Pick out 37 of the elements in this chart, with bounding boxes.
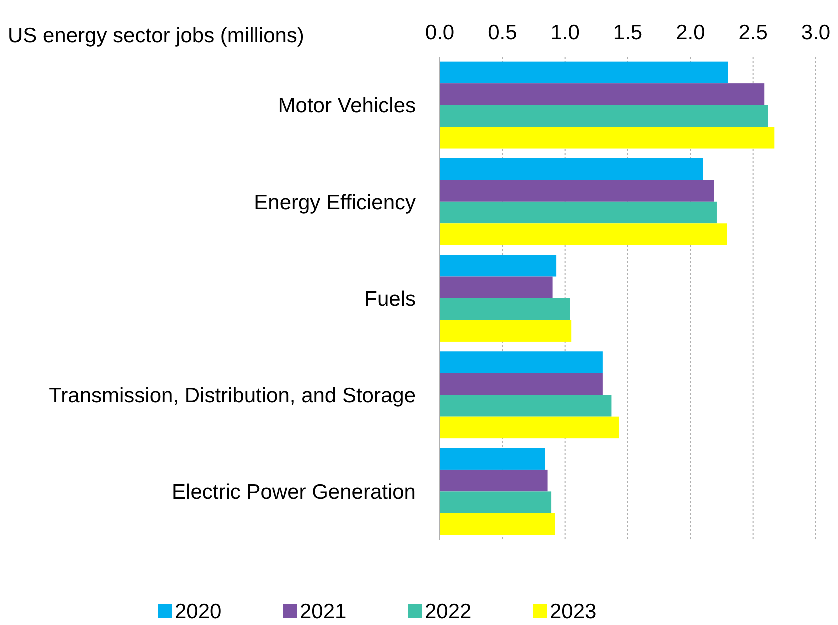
bar xyxy=(440,416,620,439)
bar xyxy=(440,448,546,470)
bar xyxy=(440,373,603,396)
bar xyxy=(440,62,728,84)
bar xyxy=(440,298,570,320)
bar xyxy=(440,395,612,417)
bar xyxy=(440,492,552,514)
bar xyxy=(440,127,775,149)
x-tick-label: 2.0 xyxy=(676,22,706,45)
bar xyxy=(440,513,556,536)
legend-label: 2023 xyxy=(550,600,597,624)
legend-label: 2021 xyxy=(300,600,347,624)
bar xyxy=(440,105,768,128)
x-tick-label: 0.0 xyxy=(425,22,455,45)
bar xyxy=(440,180,714,202)
bar xyxy=(440,224,728,246)
y-tick-label: Electric Power Generation xyxy=(172,481,416,504)
y-tick-label: Fuels xyxy=(364,288,416,311)
legend-label: 2020 xyxy=(175,600,222,624)
bar xyxy=(440,470,548,492)
bar xyxy=(440,276,553,298)
x-tick-label: 1.5 xyxy=(613,22,643,45)
y-tick-label: Motor Vehicles xyxy=(278,94,416,118)
bar xyxy=(440,255,557,277)
x-tick-label: 0.5 xyxy=(488,22,518,45)
x-tick-label: 3.0 xyxy=(801,22,831,45)
y-tick-label: Energy Efficiency xyxy=(254,191,416,214)
bar xyxy=(440,158,704,180)
bar xyxy=(440,202,717,224)
bar xyxy=(440,352,603,374)
y-tick-label: Transmission, Distribution, and Storage xyxy=(49,384,416,408)
x-tick-label: 2.5 xyxy=(738,22,768,45)
x-tick-label: 1.0 xyxy=(550,22,580,45)
legend-label: 2022 xyxy=(425,600,472,624)
bar xyxy=(440,84,765,106)
bar xyxy=(440,320,572,342)
text: US energy sector jobs (millions) xyxy=(8,24,304,48)
